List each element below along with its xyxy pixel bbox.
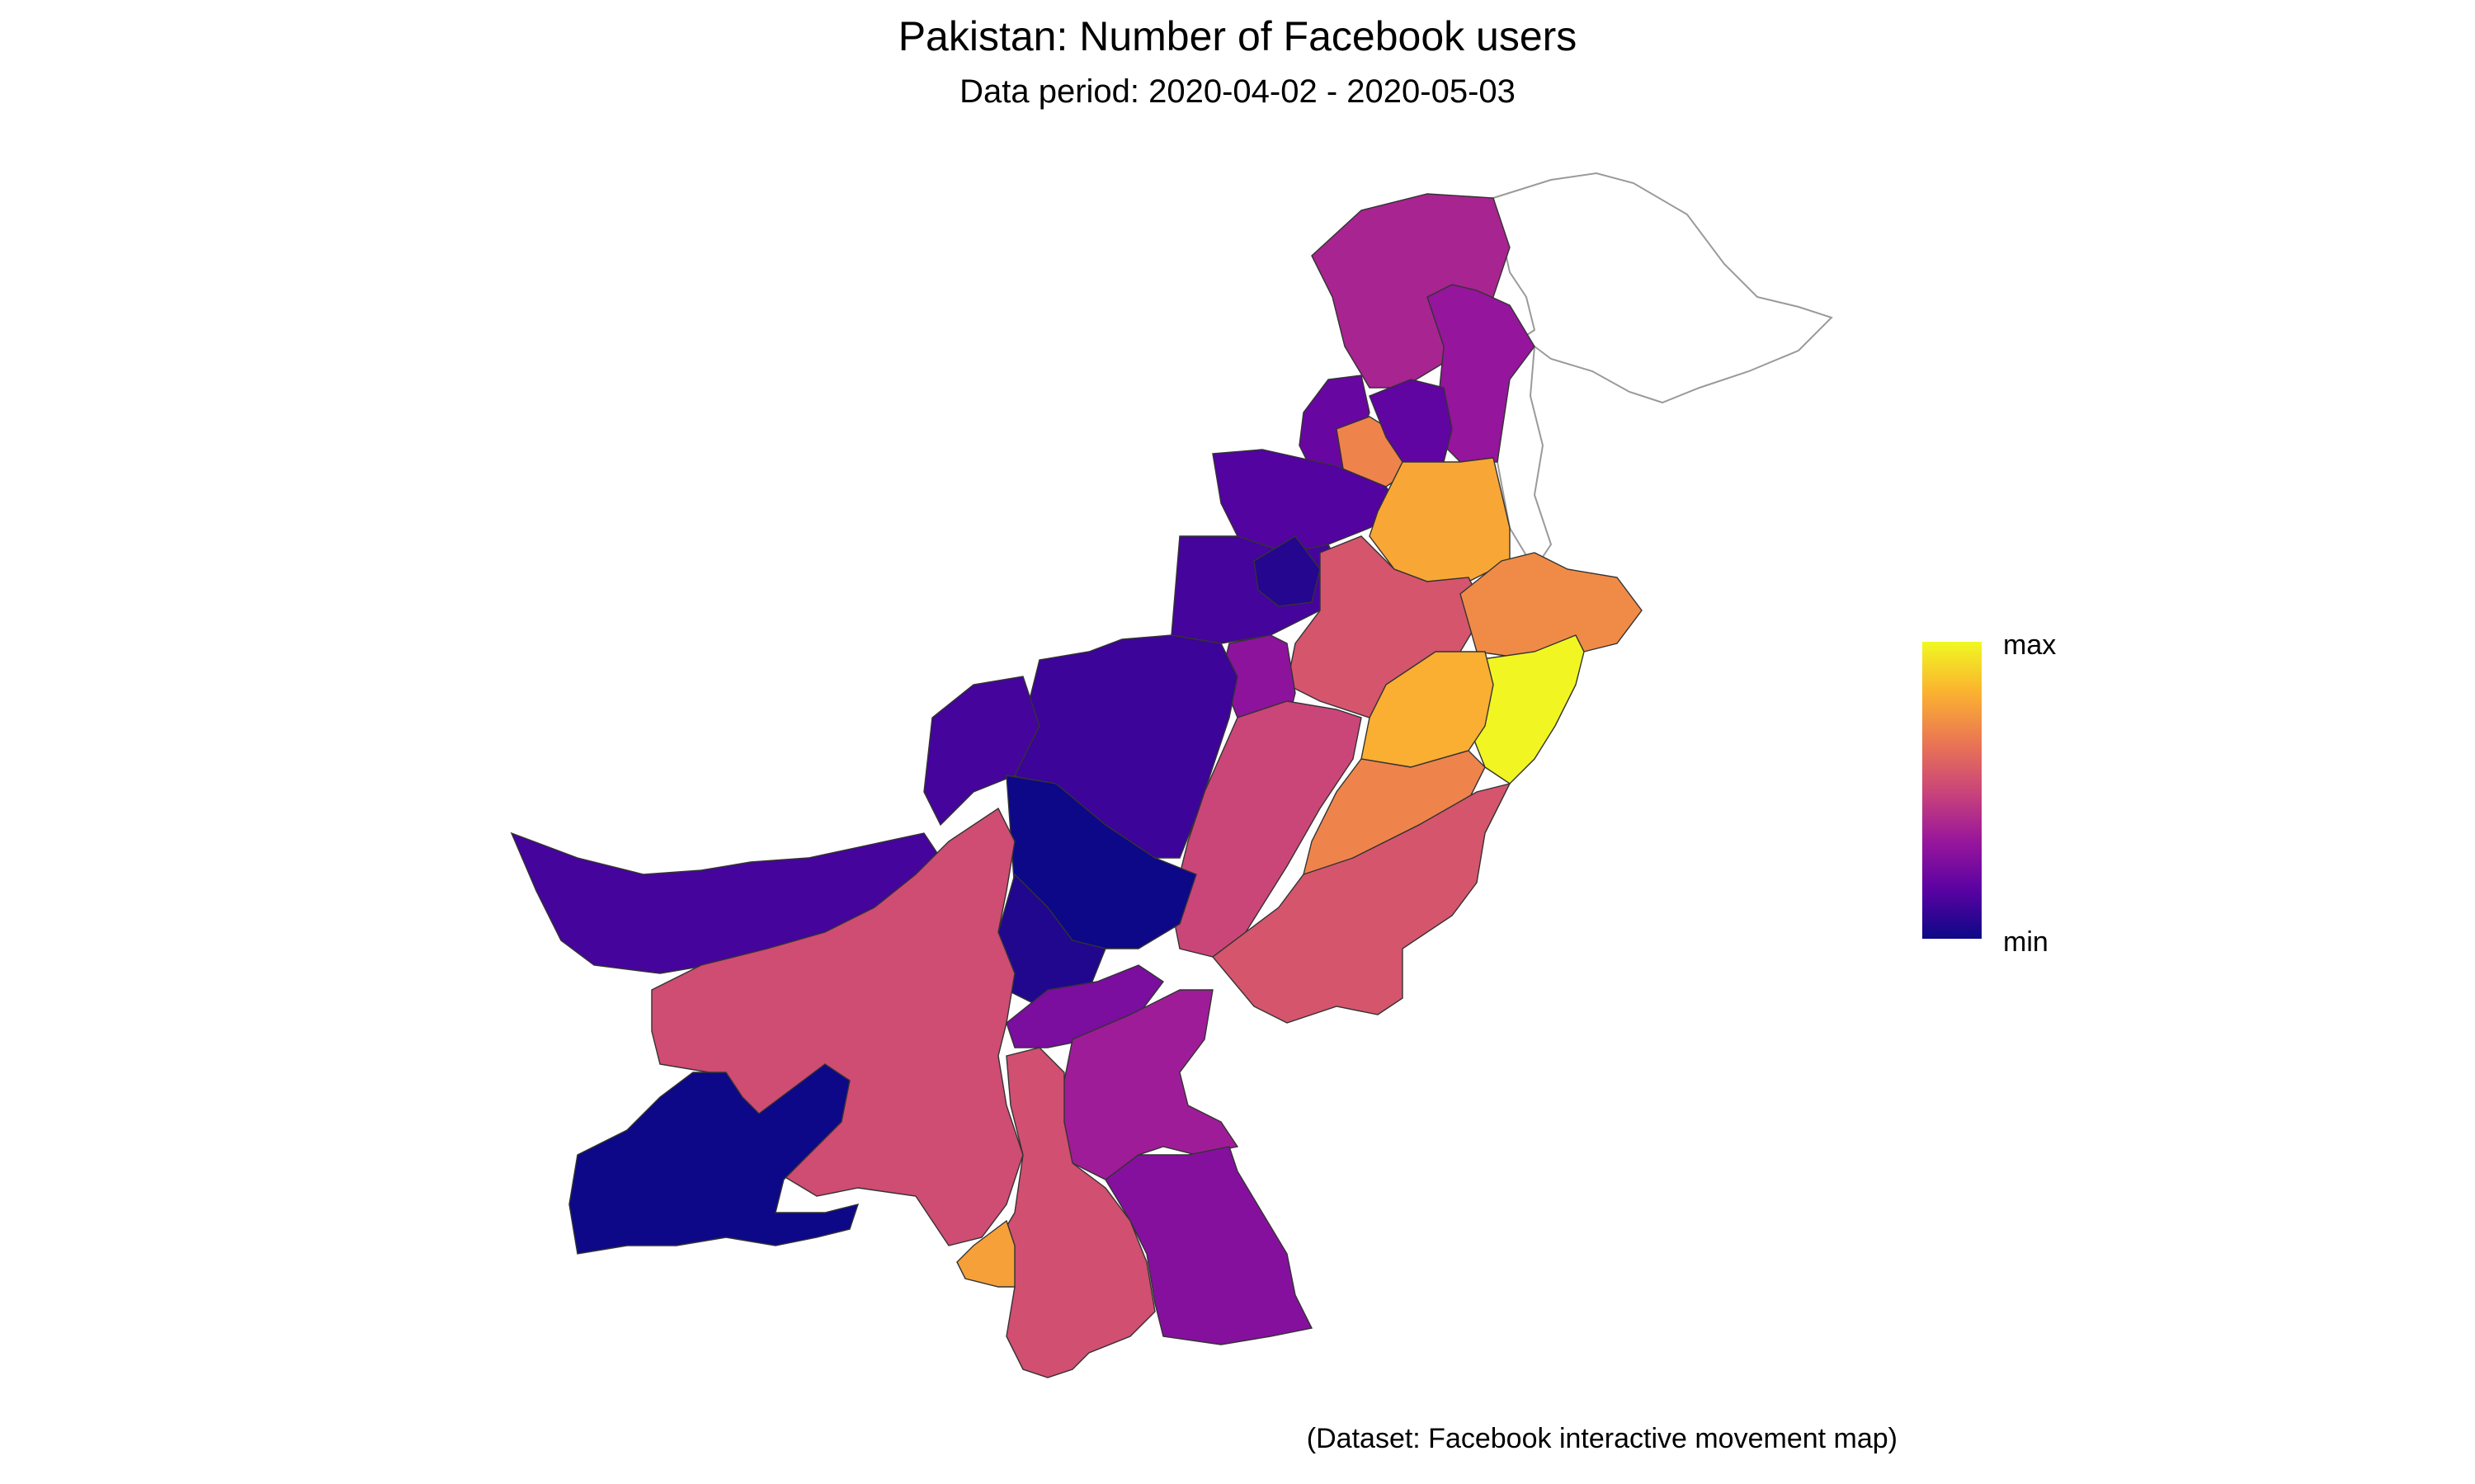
map-subtitle: Data period: 2020-04-02 - 2020-05-03 bbox=[959, 73, 1516, 110]
legend-color-bar bbox=[1922, 642, 1982, 939]
region-larkana bbox=[1006, 964, 1165, 1048]
legend-gradient bbox=[1922, 642, 1982, 939]
region-no-data bbox=[1492, 172, 1833, 571]
map-regions bbox=[510, 193, 1643, 1378]
region-fata-north bbox=[1212, 449, 1404, 554]
region-bannu bbox=[1253, 535, 1321, 607]
region-bahawalpur bbox=[1211, 782, 1511, 1024]
region-makran bbox=[568, 1063, 860, 1255]
region-mirpur-khas bbox=[1105, 1146, 1313, 1345]
region-gilgit-baltistan-east bbox=[1426, 284, 1535, 463]
region-quetta bbox=[923, 676, 1040, 827]
legend-min-label: min bbox=[2003, 926, 2048, 958]
dataset-caption: (Dataset: Facebook interactive movement … bbox=[1306, 1423, 1898, 1454]
region-malakand bbox=[1369, 379, 1453, 475]
region-dera-ghazi-khan bbox=[1171, 700, 1362, 958]
region-karachi bbox=[956, 1219, 1016, 1288]
region-faisalabad bbox=[1360, 651, 1494, 768]
legend-max-label: max bbox=[2003, 629, 2057, 661]
map-title: Pakistan: Number of Facebook users bbox=[898, 13, 1577, 59]
